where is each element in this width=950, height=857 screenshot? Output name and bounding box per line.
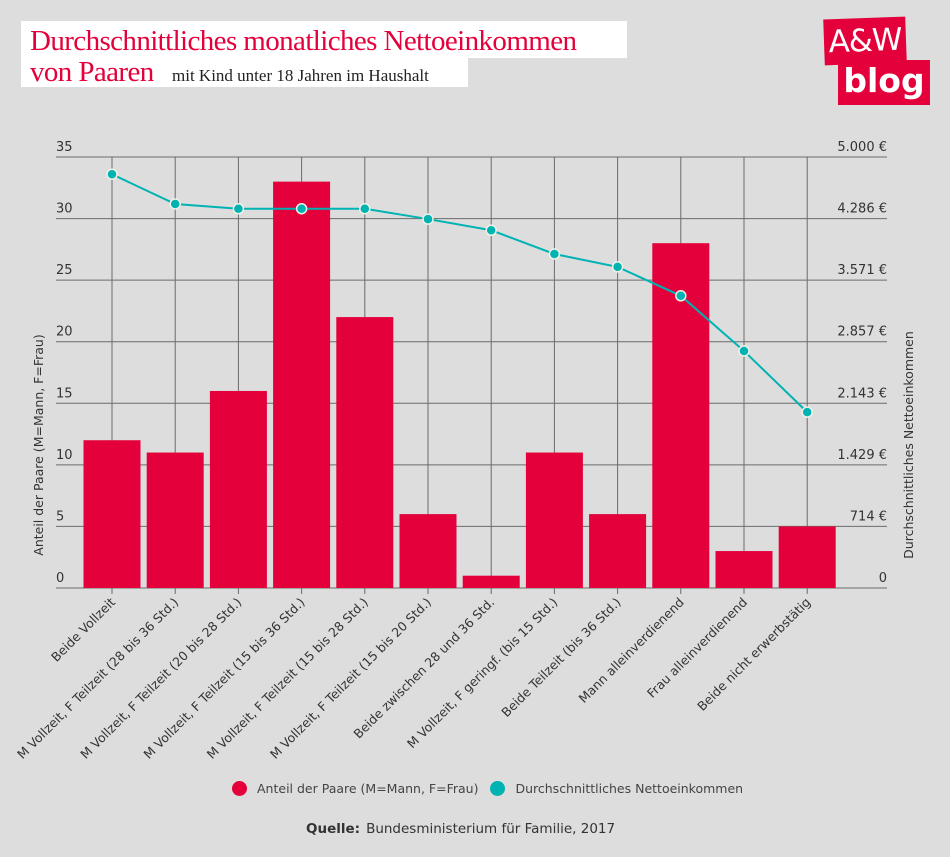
y-tick-label: 35 bbox=[56, 140, 73, 155]
x-tick-label: Beide Teilzeit (bis 36 Std.) bbox=[498, 595, 623, 720]
y2-tick-label: 0 bbox=[879, 571, 887, 586]
chart-subtitle: mit Kind unter 18 Jahren im Haushalt bbox=[172, 66, 429, 85]
y2-tick-label: 3.571 € bbox=[837, 263, 887, 278]
bar bbox=[715, 551, 773, 588]
income-point bbox=[611, 261, 624, 273]
source-text: Bundesministerium für Familie, 2017 bbox=[366, 821, 616, 837]
income-point bbox=[485, 224, 497, 237]
income-point bbox=[169, 198, 181, 210]
chart-title-line2: von Paaren bbox=[30, 56, 154, 88]
y2-tick-label: 1.429 € bbox=[837, 448, 887, 463]
legend: Anteil der Paare (M=Mann, F=Frau) Durchs… bbox=[232, 781, 743, 796]
y2-tick-label: 5.000 € bbox=[837, 140, 887, 155]
y-tick-label: 15 bbox=[56, 386, 73, 401]
y-tick-label: 5 bbox=[56, 509, 64, 524]
income-point bbox=[675, 290, 687, 302]
income-point bbox=[232, 202, 245, 215]
y2-tick-label: 2.857 € bbox=[837, 325, 887, 340]
y2-tick-label: 714 € bbox=[850, 509, 887, 524]
title-background bbox=[21, 21, 627, 58]
x-tick-label: Mann alleinverdienend bbox=[576, 595, 687, 706]
income-point bbox=[295, 202, 308, 215]
y2-tick-label: 4.286 € bbox=[837, 202, 887, 217]
bar bbox=[525, 452, 583, 588]
income-point bbox=[359, 202, 371, 215]
legend-bars-label: Anteil der Paare (M=Mann, F=Frau) bbox=[257, 781, 479, 796]
bar bbox=[399, 514, 457, 588]
source-note: Quelle: Bundesministerium für Familie, 20… bbox=[306, 821, 615, 837]
logo-blog: blog bbox=[838, 60, 930, 105]
income-point bbox=[422, 213, 434, 225]
income-point bbox=[801, 406, 813, 418]
y-tick-label: 10 bbox=[56, 448, 73, 463]
y2-axis-title: Durchschnittliches Nettoeinkommen bbox=[901, 331, 916, 559]
bar bbox=[778, 526, 836, 588]
bar bbox=[209, 390, 267, 588]
x-tick-label: Beide Vollzeit bbox=[48, 594, 118, 664]
y-axis-title: Anteil der Paare (M=Mann, F=Frau) bbox=[31, 334, 46, 555]
bar bbox=[83, 440, 141, 588]
bar bbox=[273, 181, 331, 588]
income-point bbox=[738, 345, 750, 357]
y2-tick-label: 2.143 € bbox=[837, 386, 887, 401]
chart-title: Durchschnittliches monatliches Nettoeink… bbox=[30, 25, 577, 57]
legend-bars-marker bbox=[232, 781, 247, 796]
income-point bbox=[106, 168, 118, 180]
legend-line-marker bbox=[490, 781, 506, 796]
y-tick-label: 25 bbox=[56, 263, 73, 278]
income-line bbox=[111, 173, 808, 413]
bar bbox=[146, 452, 204, 588]
legend-line-label: Durchschnittliches Nettoeinkommen bbox=[515, 781, 744, 796]
title-background-line2 bbox=[21, 57, 468, 87]
bar bbox=[462, 575, 520, 588]
y-tick-label: 20 bbox=[56, 325, 73, 340]
y-tick-label: 0 bbox=[56, 571, 64, 586]
source-label: Quelle: bbox=[306, 821, 361, 837]
y-tick-label: 30 bbox=[56, 202, 73, 217]
x-tick-label: Beide nicht erwerbstätig bbox=[694, 595, 813, 714]
bar bbox=[336, 317, 394, 588]
bar bbox=[589, 514, 647, 588]
income-point bbox=[548, 248, 561, 260]
